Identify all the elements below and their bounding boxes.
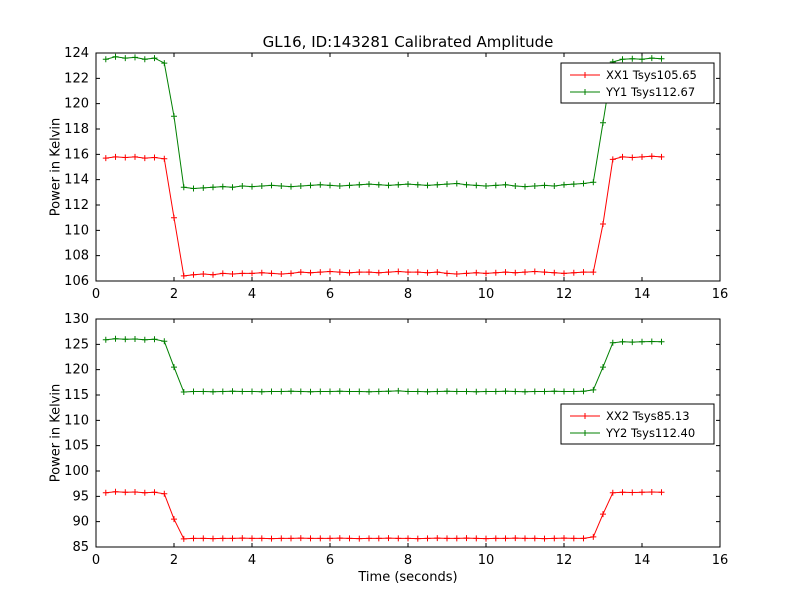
series-markers-xx1 bbox=[102, 153, 665, 279]
legend-sample-yy1 bbox=[570, 89, 600, 95]
x-tick-label: 8 bbox=[404, 553, 412, 568]
chart-title: GL16, ID:143281 Calibrated Amplitude bbox=[262, 33, 554, 51]
y-tick-label: 110 bbox=[64, 413, 89, 428]
legend-sample-xx1 bbox=[570, 72, 600, 78]
legend-sample-yy2 bbox=[570, 430, 600, 436]
x-tick-label: 16 bbox=[712, 553, 729, 568]
y-tick-label: 85 bbox=[72, 540, 89, 555]
y-tick-label: 125 bbox=[64, 337, 89, 352]
y-tick-label: 106 bbox=[64, 274, 89, 289]
series-line-xx1 bbox=[105, 155, 662, 277]
y-tick-label: 120 bbox=[64, 363, 89, 378]
legend-label: YY2 Tsys112.40 bbox=[605, 426, 695, 440]
y-tick-label: 122 bbox=[64, 71, 89, 86]
x-tick-label: 8 bbox=[404, 287, 412, 302]
y-tick-label: 90 bbox=[72, 515, 89, 530]
legend-sample-xx2 bbox=[570, 413, 600, 419]
x-tick-label: 0 bbox=[92, 287, 100, 302]
series-markers-yy1 bbox=[102, 53, 665, 192]
y-tick-label: 120 bbox=[64, 97, 89, 112]
x-tick-label: 6 bbox=[326, 553, 334, 568]
legend-label: XX2 Tsys85.13 bbox=[606, 409, 690, 423]
x-tick-label: 6 bbox=[326, 287, 334, 302]
x-tick-label: 14 bbox=[634, 553, 651, 568]
y-tick-label: 108 bbox=[64, 249, 89, 264]
legend-box bbox=[560, 403, 715, 445]
series-line-yy1 bbox=[105, 56, 662, 190]
y-tick-label: 115 bbox=[64, 388, 89, 403]
series-markers-xx2 bbox=[102, 488, 665, 542]
x-tick-label: 4 bbox=[248, 553, 256, 568]
axes-frame bbox=[95, 318, 721, 548]
y-tick-label: 118 bbox=[64, 122, 89, 137]
y-tick-label: 116 bbox=[64, 147, 89, 162]
x-tick-label: 12 bbox=[556, 287, 573, 302]
series-line-xx2 bbox=[105, 491, 662, 540]
x-tick-label: 14 bbox=[634, 287, 651, 302]
x-tick-label: 4 bbox=[248, 287, 256, 302]
x-tick-label: 12 bbox=[556, 553, 573, 568]
y-tick-label: 110 bbox=[64, 223, 89, 238]
y-tick-label: 105 bbox=[64, 439, 89, 454]
y-tick-label: 95 bbox=[72, 489, 89, 504]
axes-frame bbox=[95, 52, 721, 282]
legend-label: XX1 Tsys105.65 bbox=[606, 68, 697, 82]
y-tick-label: 124 bbox=[64, 46, 89, 61]
x-tick-label: 10 bbox=[478, 553, 495, 568]
legend-label: YY1 Tsys112.67 bbox=[605, 85, 695, 99]
x-tick-label: 16 bbox=[712, 287, 729, 302]
y-tick-label: 112 bbox=[64, 198, 89, 213]
x-tick-label: 10 bbox=[478, 287, 495, 302]
series-line-yy2 bbox=[105, 338, 662, 393]
x-tick-label: 2 bbox=[170, 553, 178, 568]
series-markers-yy2 bbox=[102, 335, 665, 395]
legend-box bbox=[560, 62, 715, 104]
x-axis-label: Time (seconds) bbox=[358, 570, 458, 585]
x-tick-label: 2 bbox=[170, 287, 178, 302]
y-tick-label: 100 bbox=[64, 464, 89, 479]
x-tick-label: 0 bbox=[92, 553, 100, 568]
y-tick-label: 114 bbox=[64, 173, 89, 188]
y-tick-label: 130 bbox=[64, 312, 89, 327]
